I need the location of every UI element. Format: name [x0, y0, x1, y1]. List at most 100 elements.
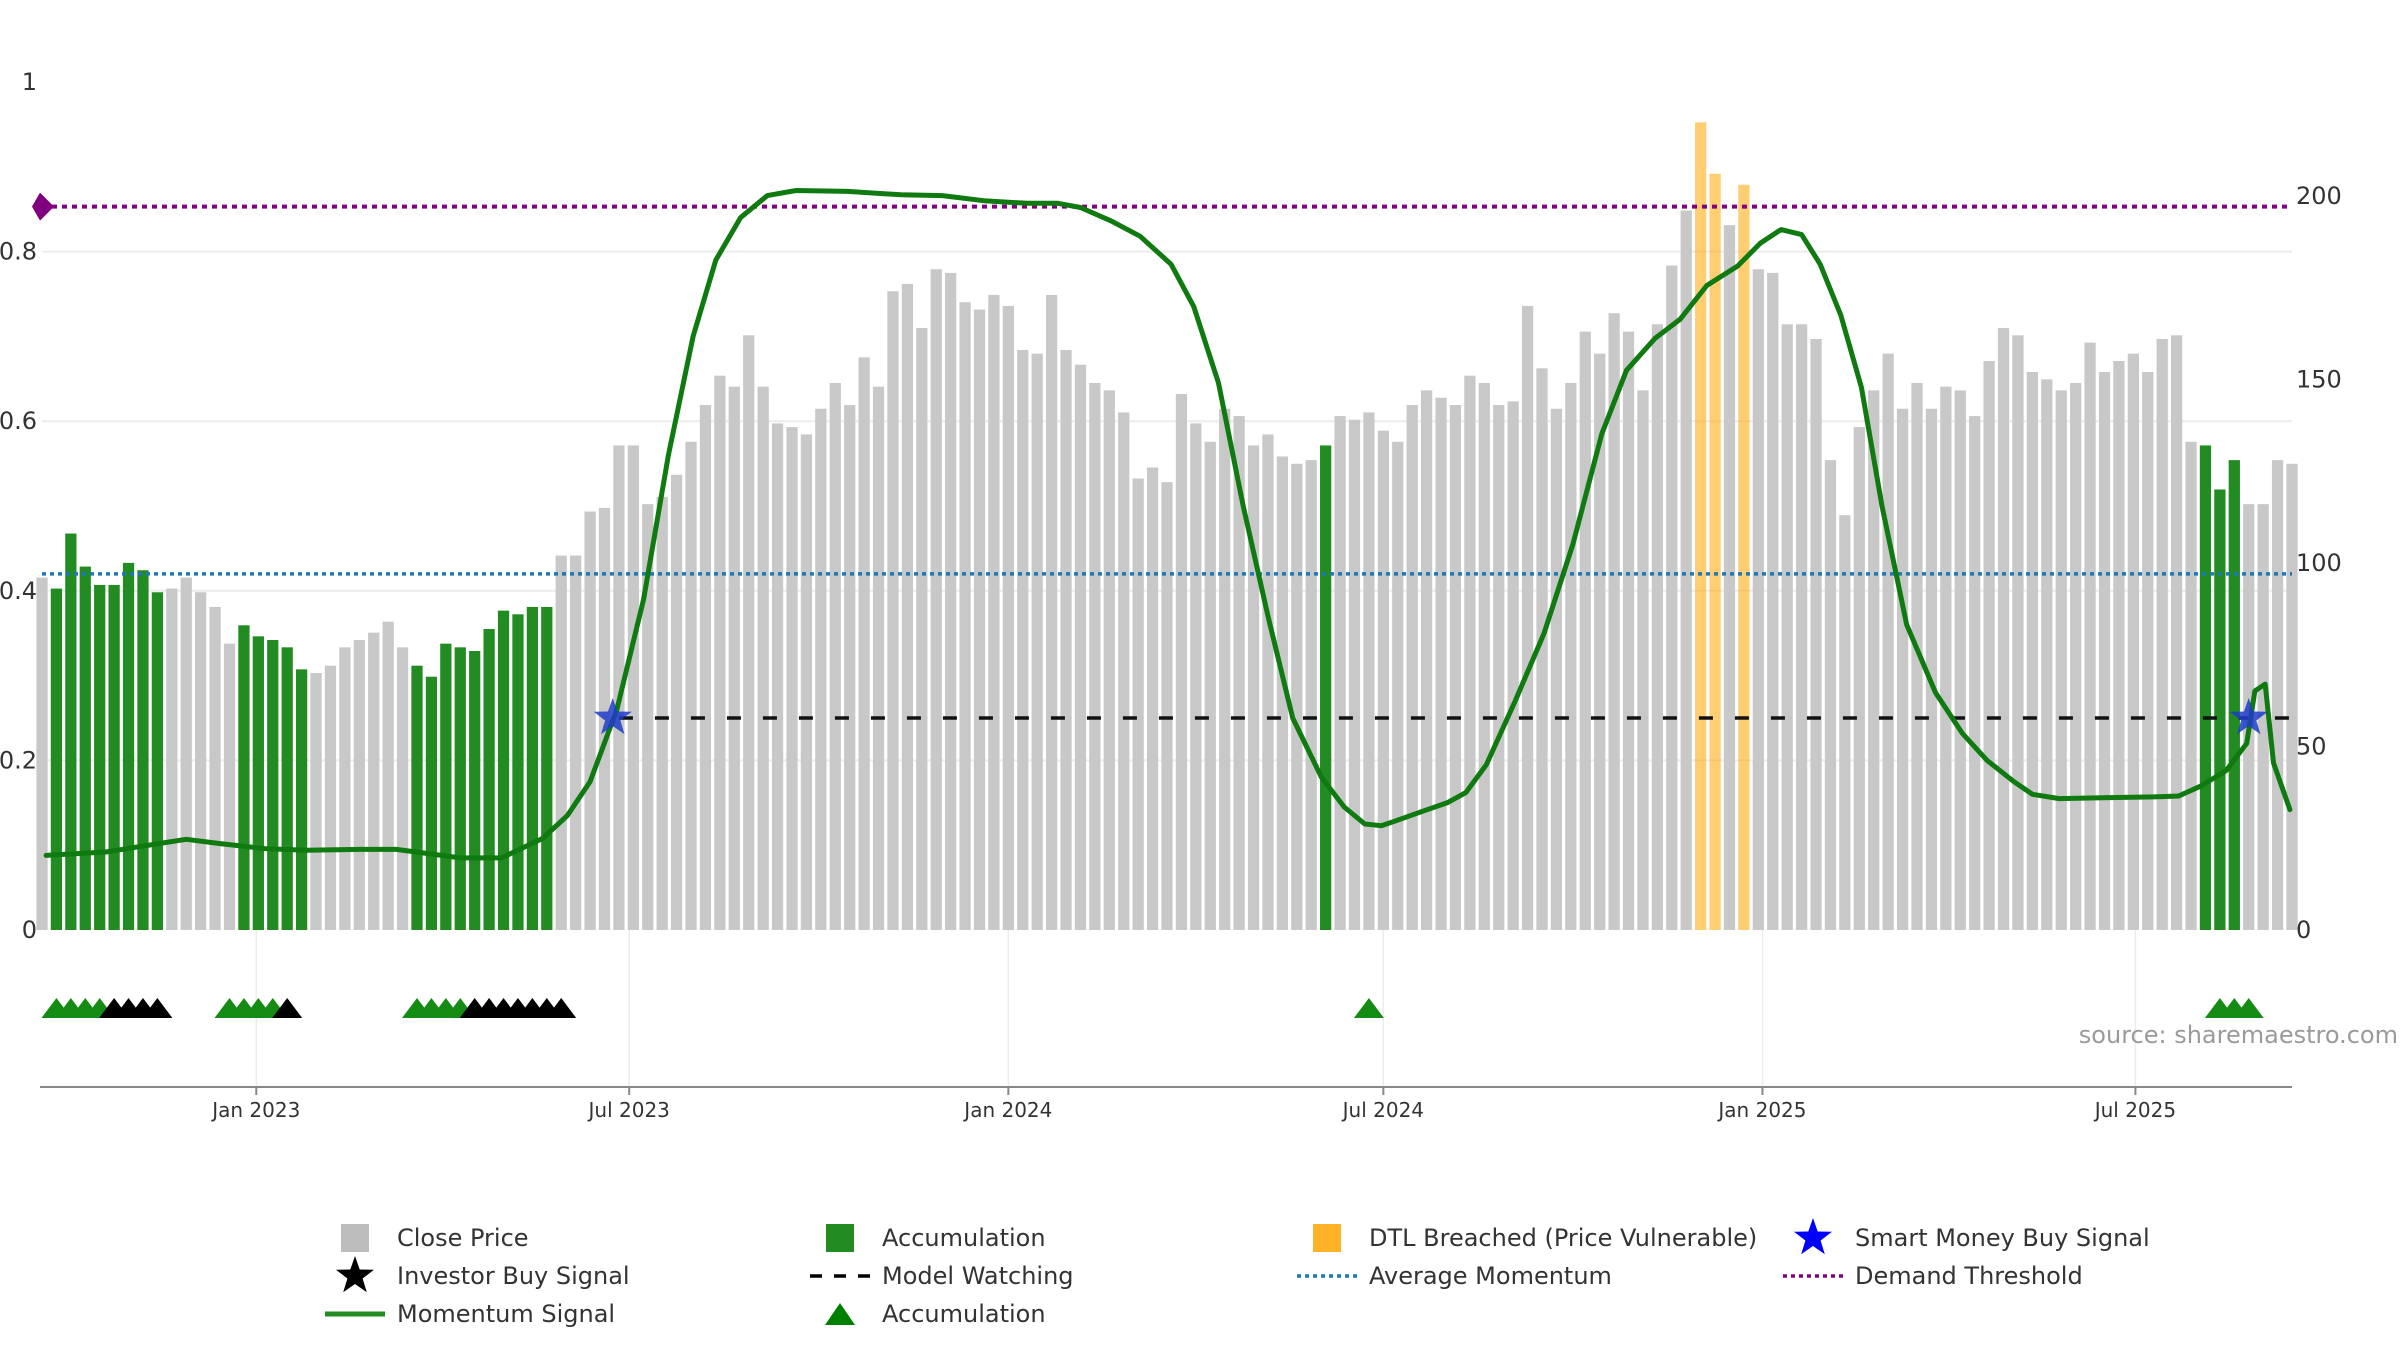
price-bar-close: [1031, 353, 1043, 930]
price-bar-close: [1997, 327, 2010, 931]
investor-star-icon: [336, 1256, 374, 1293]
price-bar-close: [1291, 463, 1303, 930]
price-bar-close: [627, 445, 639, 930]
legend-label: Demand Threshold: [1855, 1262, 2083, 1290]
price-bar-dtl: [1738, 184, 1750, 931]
legend-label: Model Watching: [882, 1262, 1074, 1290]
price-bar-accumulation: [108, 584, 120, 930]
price-bar-close: [1262, 434, 1274, 930]
price-bar-close: [728, 386, 740, 930]
price-bar-close: [368, 632, 380, 930]
price-bar-close: [1449, 405, 1462, 930]
price-bar-close: [339, 647, 351, 930]
price-bar-close: [786, 427, 798, 930]
price-bar-close: [1507, 401, 1519, 930]
price-bar-close: [959, 302, 971, 930]
price-bar-close: [2257, 504, 2269, 930]
price-bar-close: [382, 621, 394, 930]
accumulation-triangle: [2233, 998, 2264, 1018]
price-bar-close: [1550, 408, 1563, 931]
price-bar-close: [699, 405, 712, 930]
legend-item: DTL Breached (Price Vulnerable): [1313, 1224, 1757, 1252]
price-bar-close: [670, 474, 683, 930]
price-bar-accumulation: [512, 614, 524, 930]
price-bar-accumulation: [454, 647, 466, 930]
price-bar-close: [743, 335, 755, 930]
price-bar-close: [656, 496, 668, 930]
price-bar-close: [1493, 405, 1505, 930]
legend-label: Momentum Signal: [397, 1300, 615, 1328]
left-tick-label: 1: [22, 68, 37, 96]
price-bar-accumulation: [483, 628, 495, 930]
price-bar-close: [1118, 412, 1130, 930]
legend-label: Close Price: [397, 1224, 529, 1252]
signal-markers: [41, 998, 2264, 1018]
legend-label: Accumulation: [882, 1224, 1046, 1252]
price-bar-close: [1334, 416, 1346, 930]
price-bar-close: [858, 357, 870, 930]
price-bar-close: [195, 592, 207, 930]
right-tick-label: 150: [2296, 365, 2342, 393]
price-bar-close: [887, 291, 899, 930]
price-bar-close: [1608, 313, 1620, 930]
legend-item: Demand Threshold: [1783, 1262, 2083, 1290]
momentum-signal-line: [43, 188, 2293, 861]
legend-item: Smart Money Buy Signal: [1794, 1218, 2150, 1255]
price-bar-close: [1723, 225, 1736, 931]
price-bars: [36, 122, 2298, 931]
smart-money-star-0: [593, 698, 632, 735]
momentum-signal-layer: [43, 188, 2293, 861]
price-bar-close: [353, 639, 365, 930]
x-tick-label: Jan 2025: [1716, 1098, 1806, 1122]
price-bar-close: [685, 441, 697, 930]
price-bar-close: [1464, 375, 1476, 930]
price-bar-close: [829, 383, 841, 930]
legend: Close Price Accumulation DTL Breached (Pri…: [325, 1218, 2150, 1328]
right-tick-label: 100: [2296, 549, 2342, 577]
price-bar-accumulation: [497, 610, 510, 930]
price-bar-close: [1190, 423, 1202, 930]
price-bar-close: [1579, 331, 1591, 930]
price-bar-close: [1896, 408, 1909, 931]
smart-money-star-icon: [1794, 1218, 1832, 1255]
price-bar-close: [642, 504, 654, 930]
price-bar-close: [555, 555, 567, 930]
price-bar-accumulation: [469, 651, 481, 930]
price-bar-close: [1089, 383, 1101, 930]
price-bar-close: [1305, 460, 1317, 930]
price-bar-close: [1276, 456, 1289, 930]
price-bar-close: [2127, 353, 2139, 930]
price-bar-close: [1002, 305, 1014, 930]
legend-swatch: [826, 1224, 854, 1252]
price-bar-close: [1795, 324, 1808, 930]
right-tick-label: 200: [2296, 182, 2342, 210]
investor-signal-marker: [272, 998, 303, 1018]
price-bar-close: [396, 647, 409, 930]
price-bar-close: [36, 577, 48, 930]
price-bar-accumulation: [252, 636, 264, 930]
price-bar-close: [1060, 349, 1072, 931]
price-bar-close: [1853, 427, 1865, 930]
price-bar-accumulation: [281, 647, 293, 930]
price-bar-close: [310, 673, 322, 930]
price-bar-close: [2012, 335, 2024, 930]
price-bar-close: [1767, 272, 1779, 930]
legend-swatch: [1313, 1224, 1341, 1252]
price-bar-close: [1680, 210, 1692, 931]
price-bar-accumulation: [440, 643, 452, 930]
price-bar-close: [1161, 482, 1173, 930]
price-bar-close: [2142, 372, 2154, 930]
accumulation-triangle: [1353, 998, 1384, 1018]
legend-item: Average Momentum: [1297, 1262, 1612, 1290]
price-bar-close: [1824, 460, 1837, 930]
price-bar-close: [1666, 265, 1678, 930]
price-bar-accumulation: [2199, 445, 2212, 930]
x-tick-label: Jan 2023: [210, 1098, 300, 1122]
price-bar-close: [613, 445, 625, 930]
price-bar-close: [1377, 430, 1389, 930]
price-bar-accumulation: [238, 625, 250, 930]
price-bar-close: [1810, 338, 1822, 931]
reference-lines: [32, 192, 2292, 720]
price-bar-close: [1781, 324, 1793, 930]
